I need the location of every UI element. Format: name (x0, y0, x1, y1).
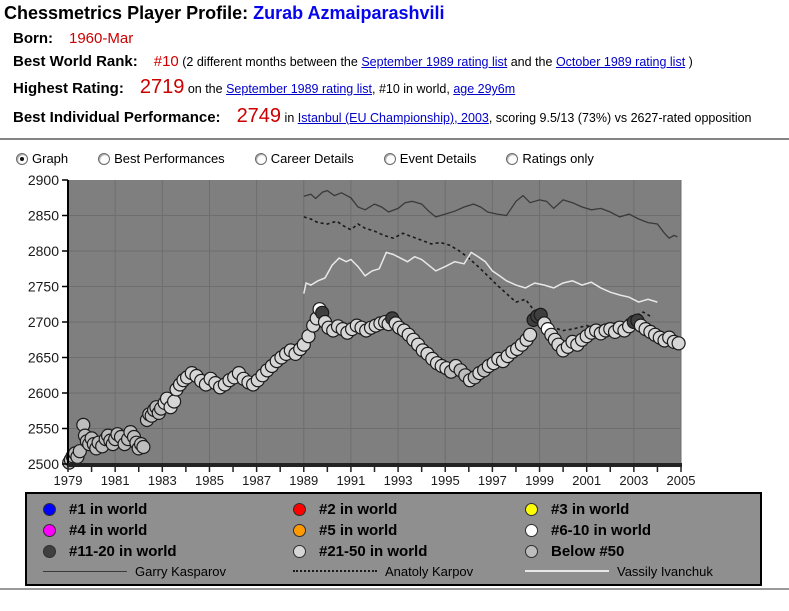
born-value: 1960-Mar (69, 30, 134, 47)
highest-rating-text-mid: , #10 in world, (372, 82, 450, 96)
player-info: Born: 1960-Mar Best World Rank: #10 (2 d… (13, 29, 789, 129)
legend-item-rank4: #4 in world (43, 520, 293, 540)
radio-best-performances-label: Best Performances (114, 151, 225, 166)
legend-line-ivanchuk: Vassily Ivanchuk (525, 562, 765, 580)
best-world-rank-value: #10 (153, 52, 179, 70)
below50-dot-icon (525, 544, 538, 558)
title-prefix: Chessmetrics Player Profile: (4, 3, 249, 23)
best-world-rank-row: Best World Rank: #10 (2 different months… (13, 52, 789, 72)
svg-text:2500: 2500 (28, 456, 59, 472)
legend-item-rank3: #3 in world (525, 499, 765, 519)
legend-line-kasparov: Garry Kasparov (43, 562, 293, 580)
radio-best-performances[interactable]: Best Performances (98, 151, 225, 166)
svg-text:1985: 1985 (195, 473, 224, 488)
best-world-rank-text-mid: and the (510, 54, 553, 69)
radio-career-details[interactable]: Career Details (254, 151, 354, 166)
radio-career-details-label: Career Details (270, 151, 354, 166)
rating-list-link-september-1989[interactable]: September 1989 rating list (361, 54, 508, 69)
svg-text:2003: 2003 (619, 473, 648, 488)
radio-best-performances-icon[interactable] (98, 152, 111, 165)
radio-career-details-icon[interactable] (254, 152, 267, 165)
highest-rating-row: Highest Rating: 2719 on the September 19… (13, 74, 789, 100)
bottom-divider (0, 588, 789, 590)
legend-item-rank21-50: #21-50 in world (293, 541, 525, 561)
legend-item-rank5: #5 in world (293, 520, 525, 540)
svg-text:2001: 2001 (572, 473, 601, 488)
svg-text:1987: 1987 (242, 473, 271, 488)
best-performance-text-pre: in (284, 111, 295, 125)
rank1-dot-icon (43, 502, 56, 516)
highest-rating-list-link[interactable]: September 1989 rating list (226, 82, 372, 96)
radio-event-details-icon[interactable] (383, 152, 396, 165)
age-link[interactable]: age 29y6m (453, 82, 516, 96)
radio-ratings-only-label: Ratings only (522, 151, 594, 166)
rank21-50-dot-icon (293, 544, 306, 558)
radio-graph-label: Graph (32, 151, 69, 166)
svg-text:2900: 2900 (28, 172, 59, 188)
svg-text:1995: 1995 (431, 473, 460, 488)
best-performance-text-post: , scoring 9.5/13 (73%) vs 2627-rated opp… (488, 111, 752, 125)
svg-text:1999: 1999 (525, 473, 554, 488)
radio-ratings-only[interactable]: Ratings only (506, 151, 594, 166)
rank4-dot-icon (43, 523, 56, 537)
rating-list-link-october-1989[interactable]: October 1989 rating list (555, 54, 686, 69)
header-divider (0, 138, 789, 140)
legend-item-rank11-20: #11-20 in world (43, 541, 293, 561)
svg-text:1981: 1981 (101, 473, 130, 488)
svg-text:1997: 1997 (478, 473, 507, 488)
ivanchuk-line-icon (525, 570, 609, 572)
best-world-rank-text-pre: (2 different months between the (182, 54, 358, 69)
highest-rating-label: Highest Rating: (13, 80, 124, 97)
best-performance-value: 2749 (236, 105, 282, 127)
svg-text:2750: 2750 (28, 279, 59, 295)
best-world-rank-text-post: ) (688, 54, 693, 69)
legend-item-rank6-10: #6-10 in world (525, 520, 765, 540)
svg-text:2700: 2700 (28, 314, 59, 330)
player-name: Zurab Azmaiparashvili (253, 3, 445, 23)
view-selector: Graph Best Performances Career Details E… (16, 151, 789, 166)
svg-text:1991: 1991 (336, 473, 365, 488)
best-performance-label: Best Individual Performance: (13, 109, 221, 126)
karpov-line-icon (293, 570, 377, 572)
legend-item-rank1: #1 in world (43, 499, 293, 519)
svg-text:1979: 1979 (54, 473, 83, 488)
radio-ratings-only-icon[interactable] (506, 152, 519, 165)
highest-rating-value: 2719 (139, 76, 185, 98)
rank11-20-dot-icon (43, 544, 56, 558)
radio-graph[interactable]: Graph (16, 151, 68, 166)
rank6-10-dot-icon (525, 523, 538, 537)
svg-text:2005: 2005 (667, 473, 696, 488)
legend-line-karpov: Anatoly Karpov (293, 562, 525, 580)
radio-graph-icon[interactable] (16, 152, 28, 165)
best-world-rank-label: Best World Rank: (13, 52, 138, 70)
legend-item-rank2: #2 in world (293, 499, 525, 519)
svg-text:2550: 2550 (28, 421, 59, 437)
svg-text:1983: 1983 (148, 473, 177, 488)
svg-text:2800: 2800 (28, 243, 59, 259)
svg-text:2650: 2650 (28, 350, 59, 366)
rank5-dot-icon (293, 523, 306, 537)
event-link-istanbul-2003[interactable]: Istanbul (EU Championship), 2003 (297, 111, 489, 125)
svg-text:1989: 1989 (289, 473, 318, 488)
rating-history-chart: 2500 2550 2600 2650 2700 2750 2800 2850 2900 1979… (28, 172, 696, 488)
kasparov-line-icon (43, 570, 127, 572)
radio-event-details-label: Event Details (399, 151, 477, 166)
svg-text:2600: 2600 (28, 385, 59, 401)
born-label: Born: (13, 30, 53, 47)
best-performance-row: Best Individual Performance: 2749 in Ist… (13, 103, 789, 129)
rank2-dot-icon (293, 502, 306, 516)
rank3-dot-icon (525, 502, 538, 516)
svg-text:2850: 2850 (28, 208, 59, 224)
radio-event-details[interactable]: Event Details (383, 151, 477, 166)
svg-text:1993: 1993 (384, 473, 413, 488)
page-title: Chessmetrics Player Profile: Zurab Azmai… (0, 0, 789, 26)
highest-rating-text-pre: on the (187, 82, 223, 96)
legend-item-below50: Below #50 (525, 541, 765, 561)
chart-legend: #1 in world #2 in world #3 in world #4 i… (25, 492, 762, 586)
born-row: Born: 1960-Mar (13, 29, 789, 49)
